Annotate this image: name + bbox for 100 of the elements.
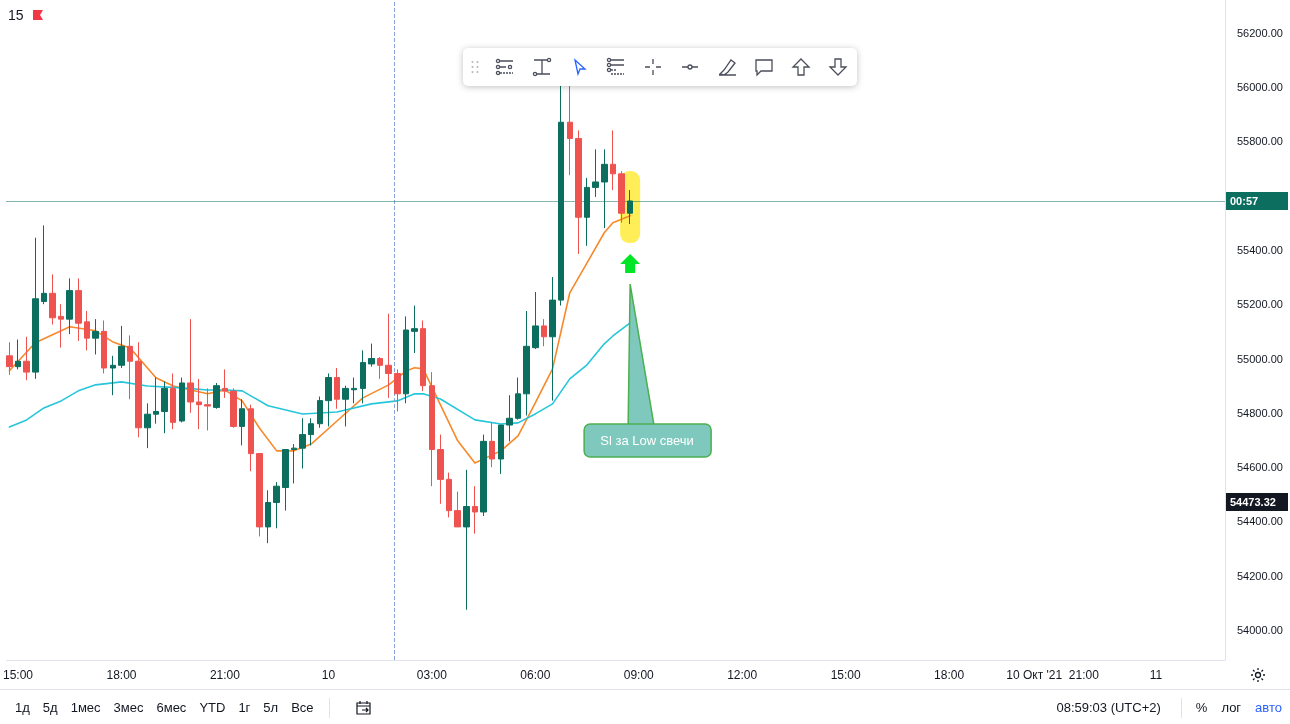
text: авто [1255, 700, 1282, 715]
x-tick-label: 12:00 [727, 668, 758, 682]
x-tick-label: 09:00 [623, 668, 655, 682]
candlestick [256, 453, 263, 537]
candlestick [429, 371, 435, 487]
candlestick [135, 341, 142, 438]
line-series [8, 214, 631, 464]
candlestick [618, 170, 625, 224]
candlestick [523, 310, 530, 417]
text: 1д [15, 700, 30, 715]
candlestick [342, 385, 349, 427]
candlestick [6, 341, 13, 376]
candlestick [498, 424, 504, 475]
candlestick [420, 319, 426, 392]
candlestick [196, 378, 202, 430]
candlestick [230, 387, 237, 429]
candlestick [15, 339, 21, 370]
candlestick [32, 237, 39, 380]
candlestick [463, 469, 470, 611]
candlestick [411, 305, 418, 354]
y-tick-label: 55800.00 [1237, 135, 1283, 148]
text: 15 [8, 7, 24, 23]
candlestick [204, 387, 211, 431]
candlestick [532, 291, 539, 350]
candlestick [23, 336, 30, 381]
text: 00:57 [1226, 191, 1288, 210]
text: YTD [199, 700, 226, 715]
y-tick-label: 54400.00 [1237, 515, 1283, 528]
text: лог [1221, 700, 1242, 715]
text: % [1195, 700, 1208, 715]
candlestick [118, 325, 125, 369]
y-tick-label: 55400.00 [1237, 243, 1283, 256]
x-tick-label: 11 [1149, 668, 1163, 682]
candlestick [41, 224, 47, 305]
candlestick [239, 398, 245, 446]
candlestick [446, 472, 452, 518]
candlestick [161, 381, 168, 434]
candlestick [506, 394, 513, 442]
candlestick [549, 276, 556, 402]
candlestick [360, 349, 366, 404]
candlestick [144, 402, 151, 449]
text: 6мес [156, 700, 187, 715]
annotation: Sl за Low свечи [600, 433, 694, 449]
x-tick-label: 18:00 [934, 668, 965, 682]
candlestick [541, 318, 547, 347]
y-tick-label: 55000.00 [1237, 352, 1283, 365]
candlestick [66, 277, 73, 335]
candlestick [170, 372, 176, 430]
x-tick-label: 03:00 [416, 668, 448, 682]
candlestick [454, 491, 461, 528]
candlestick [489, 421, 495, 468]
candlestick [592, 148, 599, 198]
candlestick [403, 315, 409, 404]
candlestick [325, 372, 332, 427]
candlestick [317, 396, 323, 429]
y-tick-label: 54800.00 [1237, 406, 1283, 419]
x-tick-label: 10 [321, 668, 336, 682]
line-series [8, 322, 631, 428]
x-tick-label: 18:00 [106, 668, 137, 682]
candlestick [351, 377, 357, 404]
y-tick-label: 54200.00 [1237, 569, 1283, 582]
text: 5д [42, 700, 58, 715]
candlestick [127, 334, 133, 400]
y-tick-label: 56200.00 [1237, 26, 1283, 39]
candlestick [472, 485, 478, 535]
text: Все [291, 700, 314, 715]
candlestick [377, 356, 383, 380]
text: 1мес [70, 700, 101, 715]
candlestick [187, 318, 194, 414]
candlestick [368, 343, 375, 368]
text: 1г [238, 700, 251, 715]
candlestick [567, 85, 573, 176]
candlestick [110, 355, 116, 396]
candlestick [385, 313, 392, 399]
candlestick [273, 481, 280, 529]
candlestick [308, 417, 314, 446]
y-tick-label: 54000.00 [1237, 624, 1283, 637]
x-tick-label: 21:00 [209, 668, 241, 682]
candlestick [84, 310, 90, 351]
candlestick [610, 129, 616, 191]
text: 54473.32 [1226, 493, 1288, 511]
candlestick [299, 417, 306, 470]
y-tick-label: 54600.00 [1237, 461, 1283, 474]
candlestick [334, 367, 340, 410]
x-tick-label: 10 Окт '21 21:00 [1006, 668, 1100, 682]
candlestick [101, 319, 107, 374]
x-tick-label: 15:00 [830, 668, 861, 682]
x-tick-label: 06:00 [520, 668, 551, 682]
candlestick [179, 377, 185, 423]
candlestick [58, 303, 64, 349]
candlestick [248, 404, 254, 472]
candlestick [222, 368, 228, 399]
y-tick-label: 56000.00 [1237, 80, 1283, 93]
candlestick [49, 273, 56, 326]
candlestick [75, 277, 82, 342]
y-tick-label: 55200.00 [1237, 298, 1283, 311]
candlestick [291, 443, 297, 484]
candlestick [515, 377, 521, 421]
text: 3мес [113, 700, 144, 715]
candlestick [213, 382, 220, 410]
